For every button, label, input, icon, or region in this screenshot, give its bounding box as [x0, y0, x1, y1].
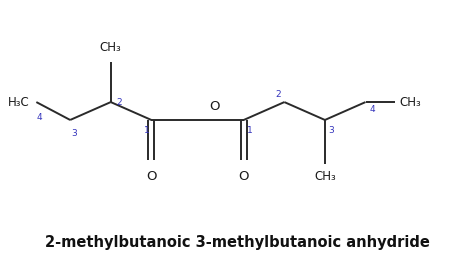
Text: 1: 1 — [247, 126, 253, 135]
Text: 3: 3 — [328, 126, 334, 135]
Text: O: O — [146, 170, 156, 183]
Text: 2-methylbutanoic 3-methylbutanoic anhydride: 2-methylbutanoic 3-methylbutanoic anhydr… — [45, 235, 429, 250]
Text: 2: 2 — [276, 90, 281, 99]
Text: CH₃: CH₃ — [399, 96, 421, 108]
Text: O: O — [238, 170, 249, 183]
Text: 1: 1 — [144, 126, 150, 135]
Text: O: O — [209, 100, 220, 113]
Text: 3: 3 — [71, 129, 77, 138]
Text: CH₃: CH₃ — [314, 170, 336, 183]
Text: 4: 4 — [369, 105, 375, 114]
Text: CH₃: CH₃ — [100, 41, 122, 54]
Text: 2: 2 — [116, 98, 122, 107]
Text: H₃C: H₃C — [8, 96, 29, 108]
Text: 4: 4 — [36, 113, 42, 122]
